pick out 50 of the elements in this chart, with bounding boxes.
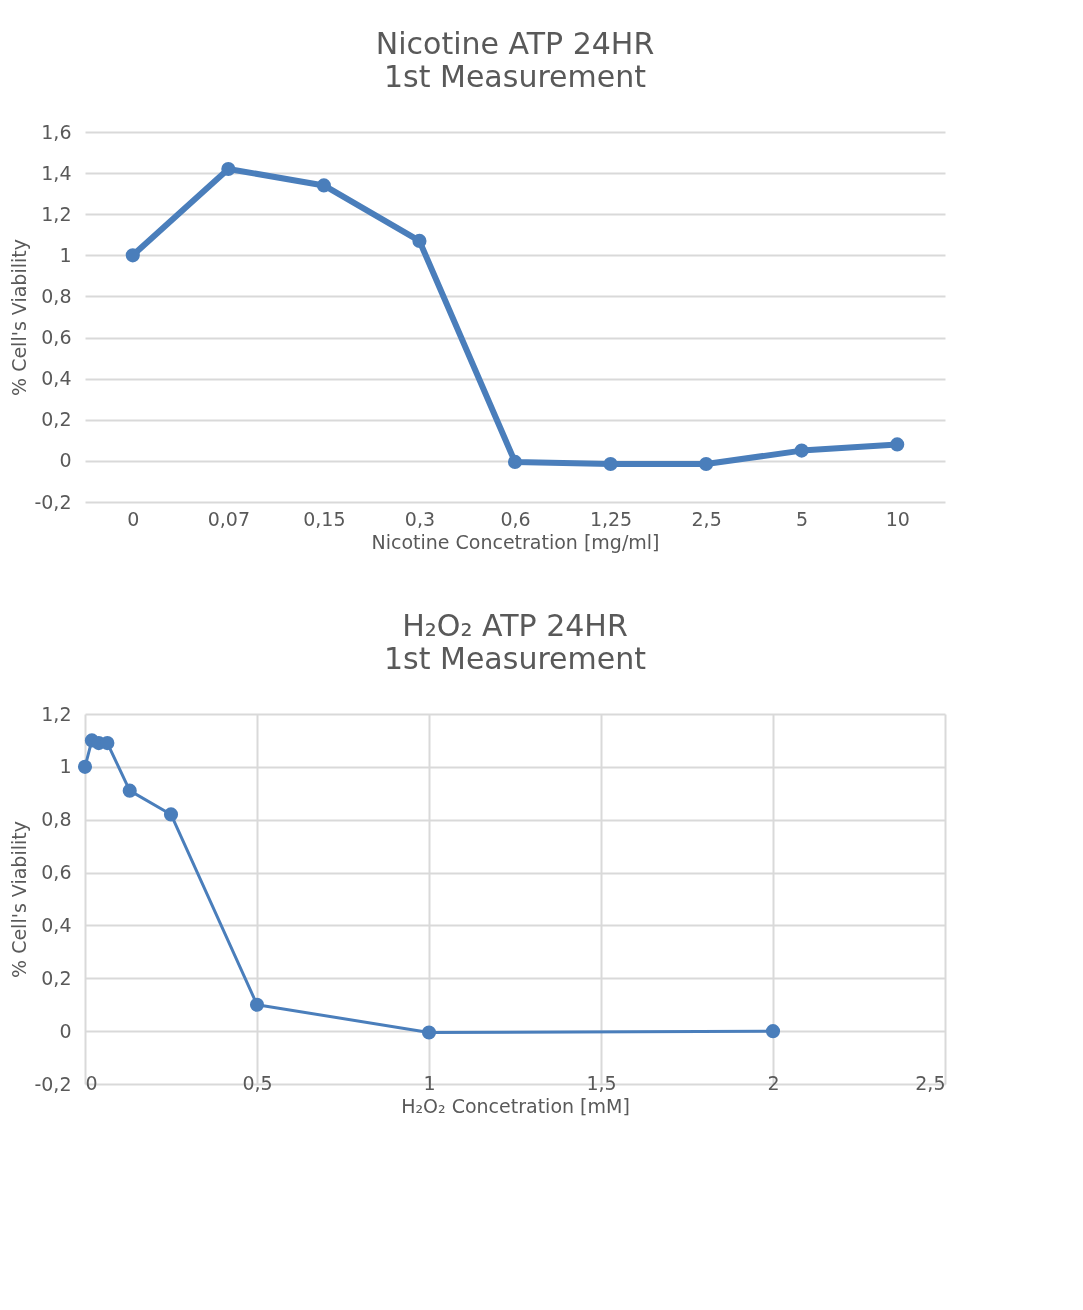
y-tick-label: 1 [59, 755, 72, 778]
y-tick-label: -0,2 [34, 1072, 72, 1095]
x-tick-label: 0 [127, 507, 140, 530]
y-tick-label: -0,2 [34, 490, 72, 513]
x-tick-label: 2,5 [691, 507, 722, 530]
point [412, 233, 427, 248]
point [890, 437, 905, 452]
y-tick-label: 0,8 [41, 808, 72, 831]
y-tick-label: 0,8 [41, 284, 72, 307]
point [221, 161, 236, 177]
y-tick-label: 0,6 [41, 326, 72, 349]
chart-title: H₂O₂ ATP 24HR [402, 608, 628, 643]
point [507, 454, 523, 469]
x-tick-label: 0,15 [303, 507, 346, 530]
x-tick-label: 0,07 [207, 507, 250, 530]
x-tick-label: 1,5 [586, 1071, 617, 1094]
point [794, 443, 809, 458]
x-tick-label: 1 [423, 1071, 436, 1094]
y-tick-label: 0,6 [41, 861, 72, 884]
x-tick-label: 2,5 [915, 1071, 946, 1094]
y-axis-title: % Cell's Viability [8, 821, 31, 978]
x-tick-label: 10 [885, 507, 910, 530]
x-tick-label: 0,5 [242, 1071, 273, 1094]
y-tick-label: 0,4 [41, 913, 72, 936]
chart-title: Nicotine ATP 24HR [375, 26, 655, 61]
y-tick-label: 1 [59, 243, 72, 266]
point [316, 178, 331, 193]
x-tick-label: 0 [85, 1071, 98, 1094]
point [125, 248, 140, 263]
x-tick-label: 0,6 [500, 507, 531, 530]
y-axis-title: % Cell's Viability [8, 239, 31, 396]
y-tick-label: 1,2 [41, 702, 72, 725]
y-tick-label: 1,4 [41, 161, 72, 184]
x-axis-title: H₂O₂ Concetration [mM] [401, 1094, 630, 1117]
x-tick-label: 2 [767, 1071, 780, 1094]
x-tick-label: 5 [796, 507, 809, 530]
x-tick-label: 0,3 [404, 507, 436, 530]
y-tick-label: 0 [59, 1019, 72, 1042]
y-tick-label: 0,2 [41, 408, 72, 431]
y-tick-label: 0 [59, 449, 72, 472]
chart-subtitle: 1st Measurement [384, 59, 647, 94]
y-tick-label: 0,2 [41, 966, 72, 989]
point [603, 456, 618, 472]
chart-subtitle: 1st Measurement [384, 641, 647, 676]
x-axis-title: Nicotine Concetration [mg/ml] [371, 530, 660, 553]
y-tick-label: 0,4 [41, 367, 72, 390]
x-tick-label: 1,25 [589, 507, 633, 530]
point [699, 456, 714, 472]
y-tick-label: 1,6 [41, 120, 72, 143]
y-tick-label: 1,2 [41, 202, 72, 225]
